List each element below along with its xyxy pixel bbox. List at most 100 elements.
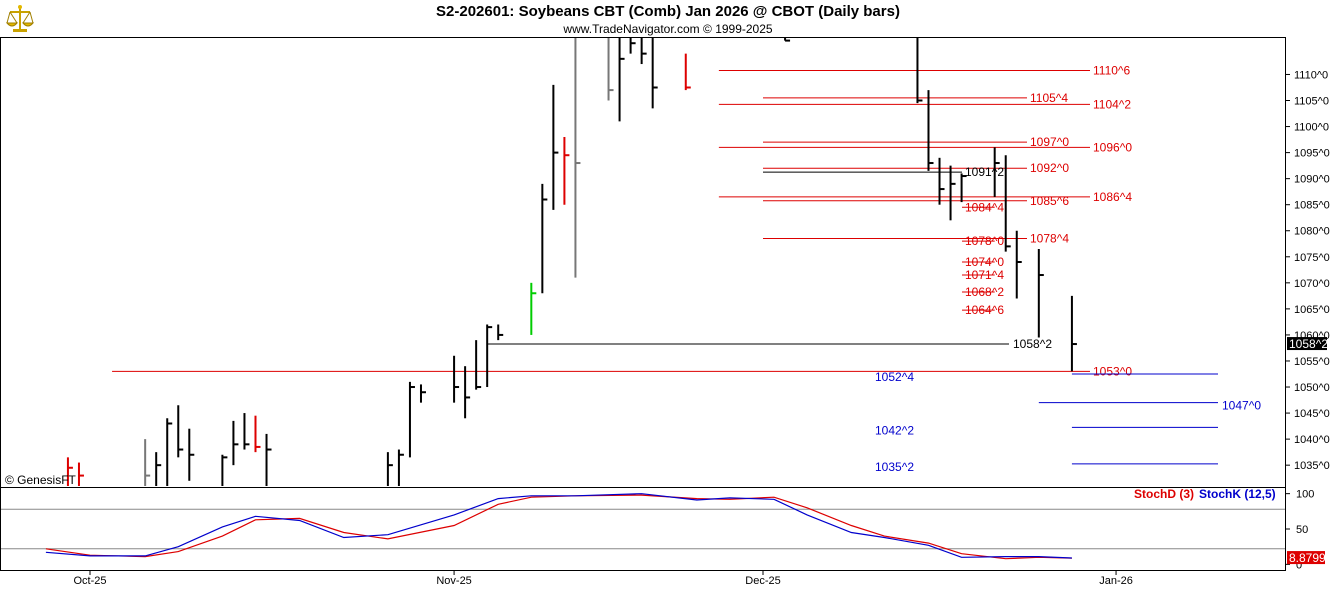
price-level-label: 1096^0: [1093, 140, 1132, 154]
stoch-axis: 100 50 0: [1285, 489, 1314, 571]
price-level-label: 1105^4: [1030, 91, 1068, 105]
ohlc-bar: [640, 38, 647, 65]
price-level-label: 1042^2: [875, 423, 914, 437]
ohlc-bar: [629, 38, 636, 54]
ohlc-bar: [607, 38, 614, 101]
ohlc-bar: [651, 38, 658, 109]
price-level-label: 1074^0: [965, 255, 1004, 269]
ohlc-bar: [552, 84, 559, 210]
price-bars: [66, 38, 1077, 486]
price-level-label: 1047^0: [1222, 399, 1261, 413]
chart-subtitle: www.TradeNavigator.com © 1999-2025: [563, 22, 773, 36]
price-level-label: 1097^0: [1030, 135, 1069, 149]
ohlc-bar: [497, 324, 504, 341]
price-tick-label: 1105^0: [1294, 96, 1329, 108]
price-level-label: 1091^2: [965, 165, 1004, 179]
legend-stochD: StochD (3): [1134, 487, 1194, 501]
ohlc-bar: [563, 136, 570, 205]
ohlc-bar: [574, 38, 581, 278]
price-levels: 1110^6 1105^4 1104^2 1097^0 1096^0 1092^0 1091…: [112, 64, 1261, 474]
ohlc-bar: [784, 38, 791, 42]
ohlc-bar: [1015, 230, 1022, 299]
last-price-tag: 1058^2: [1287, 337, 1328, 351]
ohlc-bar: [419, 384, 426, 403]
ohlc-bar: [243, 413, 250, 450]
chart-frames: [0, 37, 1286, 571]
price-tick-label: 1055^0: [1294, 356, 1330, 368]
price-level-label: 1078^0: [965, 234, 1004, 248]
ohlc-bar: [265, 433, 272, 486]
ohlc-bar: [949, 165, 956, 221]
ohlc-bar: [927, 90, 934, 171]
stoch-tick-label: 0: [1296, 559, 1302, 571]
date-tick-label: Dec-25: [745, 575, 780, 587]
price-level-label: 1058^2: [1013, 337, 1052, 351]
ohlc-bar: [66, 457, 73, 486]
price-tick-label: 1035^0: [1294, 460, 1330, 472]
date-axis: Oct-25 Nov-25 Dec-25 Jan-26: [73, 570, 1133, 587]
date-tick-label: Jan-26: [1099, 575, 1133, 587]
price-tick-label: 1095^0: [1294, 148, 1330, 160]
stoch-series-line: [45, 493, 1072, 559]
price-level-label: 1035^2: [875, 460, 914, 474]
ohlc-bar: [386, 452, 393, 486]
ohlc-bar: [166, 418, 173, 486]
ohlc-bar: [938, 157, 945, 205]
ohlc-bar: [453, 355, 460, 403]
legend-stochK: StochK (12,5): [1199, 487, 1276, 501]
price-axis: 1110^0 1105^0 1100^0 1095^0 1090^0 1085^0 1080…: [1285, 69, 1330, 472]
ohlc-bar: [464, 366, 471, 419]
ohlc-bar: [993, 147, 1000, 197]
price-tick-label: 1050^0: [1294, 382, 1330, 394]
price-level-label: 1092^0: [1030, 161, 1069, 175]
price-tick-label: 1040^0: [1294, 434, 1330, 446]
date-tick-label: Nov-25: [436, 575, 471, 587]
price-tick-label: 1080^0: [1294, 226, 1330, 238]
ohlc-bar: [221, 454, 228, 486]
price-level-label: 1104^2: [1093, 97, 1131, 111]
title-bar: S2-202601: Soybeans CBT (Comb) Jan 2026 …: [0, 0, 1336, 36]
ohlc-bar: [486, 324, 493, 388]
date-tick-label: Oct-25: [73, 575, 106, 587]
price-tick-label: 1100^0: [1294, 122, 1329, 134]
ohlc-bar: [530, 282, 537, 335]
price-level-label: 1084^4: [965, 200, 1004, 214]
ohlc-bar: [1037, 248, 1044, 338]
copyright-label: © GenesisFT: [5, 473, 77, 487]
ohlc-bar: [475, 340, 482, 390]
ohlc-bar: [177, 405, 184, 458]
price-tick-label: 1085^0: [1294, 200, 1330, 212]
ohlc-bar: [408, 381, 415, 458]
ohlc-bar: [684, 53, 691, 91]
price-level-label: 1085^6: [1030, 194, 1069, 208]
ohlc-bar: [397, 449, 404, 486]
ohlc-bar: [188, 428, 195, 481]
price-tick-label: 1045^0: [1294, 408, 1330, 420]
stoch-tick-label: 50: [1296, 524, 1308, 536]
price-tick-label: 1090^0: [1294, 174, 1330, 186]
price-level-label: 1078^4: [1030, 232, 1069, 246]
ohlc-bar: [1070, 295, 1077, 372]
ohlc-bar: [618, 38, 625, 122]
stoch-last-tag: 8.8799: [1287, 551, 1326, 565]
price-level-label: 1086^4: [1093, 190, 1132, 204]
price-level-label: 1053^0: [1093, 364, 1132, 378]
golden-scale-logo-icon: [4, 3, 36, 35]
ohlc-bar: [232, 420, 239, 466]
ohlc-bar: [916, 38, 923, 104]
price-tick-label: 1070^0: [1294, 278, 1330, 290]
price-level-label: 1110^6: [1093, 64, 1131, 78]
stoch-reference-lines: [1, 508, 1285, 550]
last-price-label: 1058^2: [1289, 337, 1328, 351]
stochastic-lines: [45, 493, 1072, 560]
stoch-last-value: 8.8799: [1289, 551, 1326, 565]
ohlc-bar: [1004, 155, 1011, 252]
stoch-tick-label: 100: [1296, 489, 1314, 501]
ohlc-bar: [960, 173, 967, 203]
price-level-label: 1068^2: [965, 285, 1004, 299]
ohlc-bar: [77, 462, 84, 486]
ohlc-bar: [155, 452, 162, 486]
ohlc-bar: [541, 183, 548, 294]
price-tick-label: 1065^0: [1294, 304, 1330, 316]
